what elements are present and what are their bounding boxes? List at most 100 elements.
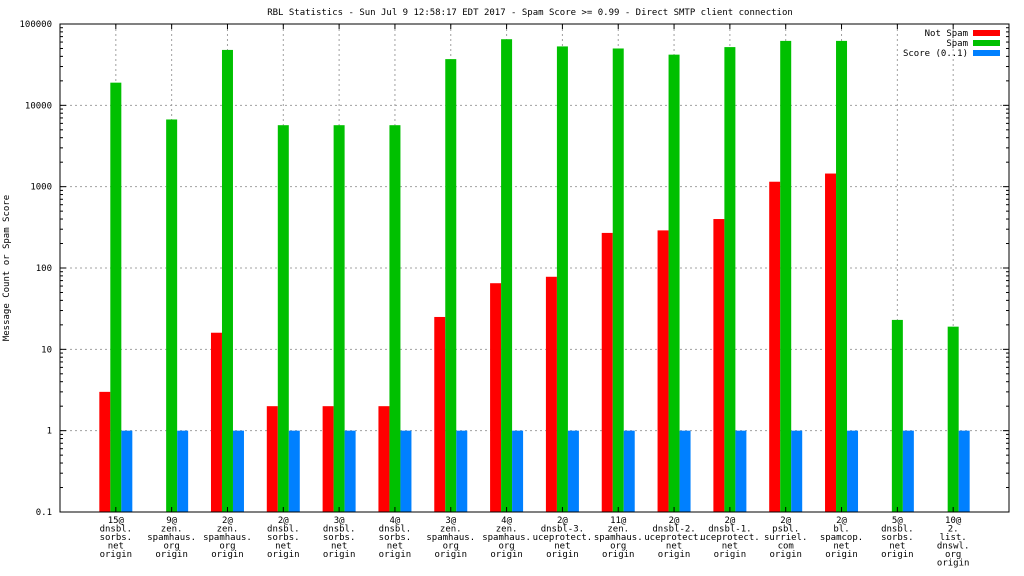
x-tick-label-line: org (610, 542, 626, 552)
x-tick-label: 2@ bl. spamcop. net origin (820, 516, 863, 560)
y-tick-label: 1 (47, 427, 52, 437)
x-tick-label-line: uceprotect. (644, 533, 704, 543)
x-tick-label-line: sorbs. (323, 533, 356, 543)
legend-swatch (973, 40, 1000, 46)
x-tick-label-line: origin (211, 550, 244, 560)
y-tick-label: 0.1 (36, 508, 52, 518)
bar-not-spam (657, 230, 669, 512)
x-tick-label-line: zen. (217, 525, 239, 535)
bar-score-0-1 (791, 430, 803, 512)
x-tick-label: 2@ dnsbl-3. uceprotect. net origin (533, 516, 593, 560)
x-tick-label: 10@ 2. list. dnswl. org origin (937, 516, 970, 569)
x-tick-label-line: origin (881, 550, 914, 560)
bar-spam (445, 59, 457, 512)
x-tick-label-line: 2@ (836, 516, 847, 526)
x-tick-label: 2@ dnsbl. sorbs. net origin (267, 516, 300, 560)
x-tick-label-line: origin (323, 550, 356, 560)
x-tick-label-line: com (778, 542, 794, 552)
bar-score-0-1 (232, 430, 244, 512)
x-tick-label-line: spamhaus. (203, 533, 252, 543)
bar-spam (947, 326, 959, 512)
x-tick-label-line: net (889, 542, 905, 552)
x-tick-label-line: origin (267, 550, 300, 560)
legend-swatch (973, 50, 1000, 56)
x-tick-label: 15@ dnsbl. sorbs. net origin (100, 516, 133, 560)
bar-spam (780, 40, 792, 513)
y-axis-label: Message Count or Spam Score (2, 195, 12, 341)
x-tick-label-line: zen. (607, 525, 629, 535)
x-tick-label-line: 4@ (390, 516, 401, 526)
bar-score-0-1 (958, 430, 970, 512)
x-tick-label-line: 4@ (501, 516, 512, 526)
bar-spam (389, 125, 401, 512)
bar-spam (556, 46, 568, 512)
x-tick-label-line: origin (602, 550, 635, 560)
x-tick-label-line: origin (435, 550, 468, 560)
x-tick-label-line: origin (714, 550, 747, 560)
grid-lines (60, 24, 1009, 512)
bar-score-0-1 (679, 430, 691, 512)
x-tick-label-line: 2@ (780, 516, 791, 526)
bar-spam (836, 40, 848, 513)
x-tick-label-line: dnswl. (937, 542, 970, 552)
x-tick-label-line: 11@ (610, 516, 627, 526)
bar-score-0-1 (177, 430, 189, 512)
x-tick-label-line: sorbs. (379, 533, 412, 543)
bar-score-0-1 (512, 430, 524, 512)
bar-not-spam (769, 181, 781, 512)
y-tick-label: 1000 (30, 183, 52, 193)
x-tick-label-line: net (331, 542, 347, 552)
x-tick-label-line: list. (940, 533, 967, 543)
x-tick-label-line: sorbs. (881, 533, 914, 543)
bar-spam (221, 49, 233, 512)
x-tick-label-line: org (219, 542, 235, 552)
bar-not-spam (378, 406, 390, 512)
x-tick-label-line: 2@ (557, 516, 568, 526)
x-tick-label: 2@ dnsbl-2. uceprotect. net origin (644, 516, 704, 560)
x-tick-label-line: 3@ (334, 516, 345, 526)
y-tick-label: 100000 (19, 20, 52, 30)
x-tick-label-line: zen. (496, 525, 518, 535)
x-tick-label-line: net (108, 542, 124, 552)
bar-spam (501, 39, 513, 513)
x-tick-label-line: origin (546, 550, 579, 560)
x-tick-label-line: origin (379, 550, 412, 560)
x-tick-label-line: net (833, 542, 849, 552)
x-tick-label-line: bl. (833, 525, 849, 535)
x-tick-label-line: spamcop. (820, 533, 863, 543)
x-tick-label-line: dnsbl. (379, 525, 412, 535)
x-tick-label: 3@ dnsbl. sorbs. net origin (323, 516, 356, 560)
y-tick-label: 10 (41, 345, 52, 355)
bars (99, 39, 970, 513)
chart-title: RBL Statistics - Sun Jul 9 12:58:17 EDT … (267, 8, 793, 18)
bar-score-0-1 (456, 430, 468, 512)
x-tick-label-line: surriel. (764, 533, 807, 543)
bar-not-spam (434, 316, 446, 512)
x-tick-label-line: dnsbl. (267, 525, 300, 535)
x-tick-label-line: net (275, 542, 291, 552)
x-tick-label: 2@ psbl. surriel. com origin (764, 516, 807, 560)
x-tick-label-line: psbl. (772, 525, 799, 535)
x-tick-label-line: net (387, 542, 403, 552)
x-tick-label-line: sorbs. (100, 533, 133, 543)
bar-not-spam (713, 219, 725, 512)
x-tick-label-line: origin (825, 550, 858, 560)
x-tick-label-line: spamhaus. (594, 533, 643, 543)
x-tick-label-line: origin (769, 550, 802, 560)
x-tick-label-line: zen. (161, 525, 183, 535)
bar-not-spam (601, 232, 613, 512)
x-tick-label: 9@ zen. spamhaus. org origin (147, 516, 196, 560)
x-tick-label-line: 15@ (108, 516, 125, 526)
bar-spam (166, 119, 178, 512)
bar-spam (891, 319, 903, 512)
x-tick-label-line: uceprotect. (700, 533, 760, 543)
bar-score-0-1 (623, 430, 635, 512)
bar-score-0-1 (400, 430, 412, 512)
x-tick-label-line: 9@ (166, 516, 177, 526)
bar-score-0-1 (288, 430, 300, 512)
x-tick-label-line: spamhaus. (482, 533, 531, 543)
y-tick-label: 100 (36, 264, 52, 274)
bar-score-0-1 (847, 430, 859, 512)
